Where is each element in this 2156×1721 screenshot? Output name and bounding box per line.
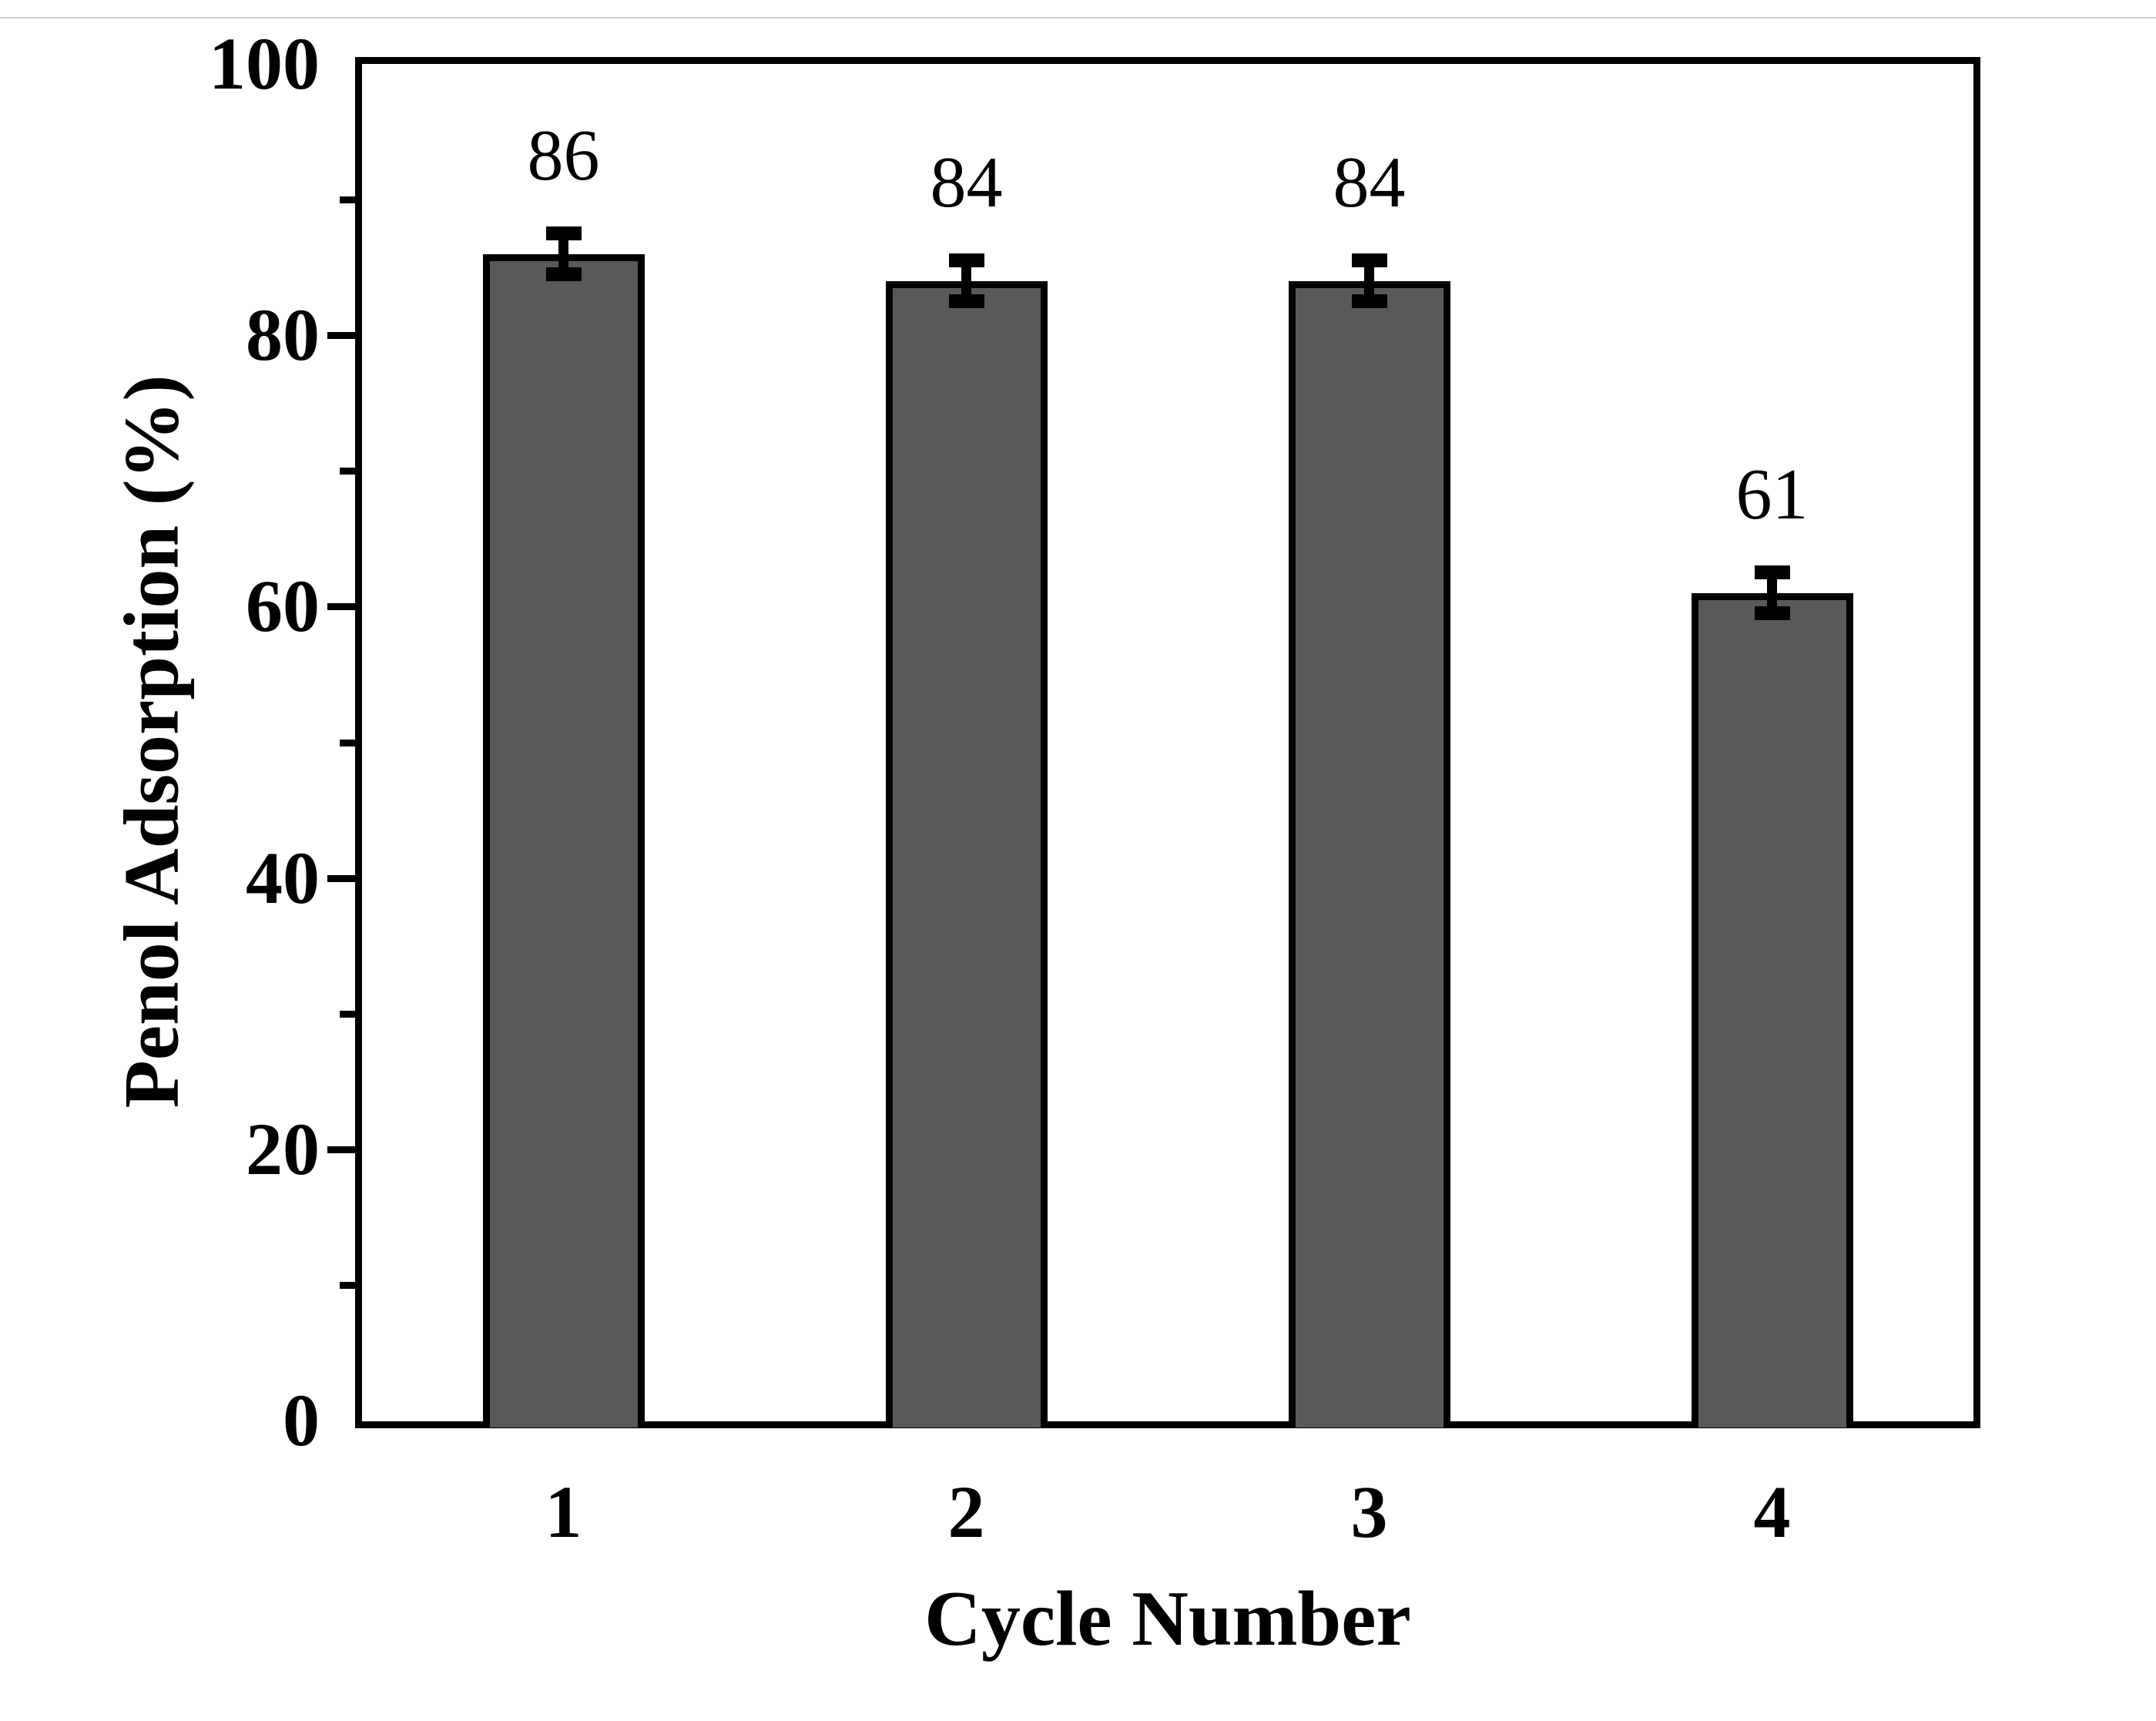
y-axis-title: Penol Adsorption (%) bbox=[108, 374, 196, 1109]
x-axis-tick-label: 4 bbox=[1753, 1471, 1791, 1553]
bar-value-label: 84 bbox=[930, 142, 1003, 223]
y-axis-minor-tick bbox=[340, 1010, 355, 1018]
y-axis-minor-tick bbox=[340, 468, 355, 475]
page-top-border bbox=[0, 17, 2156, 18]
error-bar-bottom-cap bbox=[948, 294, 984, 309]
y-axis-major-tick bbox=[327, 332, 355, 340]
y-axis-minor-tick bbox=[340, 1281, 355, 1289]
error-bar-top-cap bbox=[1351, 253, 1387, 268]
plot-area bbox=[355, 57, 1980, 1428]
y-axis-major-tick bbox=[327, 1146, 355, 1153]
error-bar-top-cap bbox=[545, 226, 582, 241]
y-axis-minor-tick bbox=[340, 196, 355, 204]
y-axis-tick-label: 60 bbox=[246, 565, 320, 648]
y-axis-major-tick bbox=[327, 603, 355, 611]
error-bar-top-cap bbox=[948, 253, 984, 268]
bar-value-label: 84 bbox=[1333, 142, 1406, 223]
bar bbox=[1691, 592, 1853, 1427]
bar bbox=[482, 253, 645, 1427]
y-axis-tick-label: 40 bbox=[246, 836, 320, 919]
y-axis-tick-label: 20 bbox=[246, 1107, 320, 1190]
error-bar bbox=[948, 253, 984, 309]
y-axis-tick-label: 80 bbox=[246, 294, 320, 377]
y-axis-major-tick bbox=[327, 874, 355, 882]
error-bar bbox=[1351, 253, 1387, 309]
y-axis-minor-tick bbox=[340, 739, 355, 746]
bar-value-label: 61 bbox=[1735, 454, 1809, 535]
error-bar-top-cap bbox=[1754, 565, 1790, 580]
bar bbox=[1288, 280, 1450, 1427]
x-axis-title: Cycle Number bbox=[924, 1575, 1411, 1662]
y-axis-tick-label: 0 bbox=[283, 1379, 320, 1461]
bar-value-label: 86 bbox=[527, 115, 600, 196]
x-axis-tick-label: 2 bbox=[947, 1471, 985, 1553]
error-bar-bottom-cap bbox=[1754, 606, 1790, 621]
error-bar bbox=[1754, 565, 1790, 621]
x-axis-tick-label: 1 bbox=[545, 1471, 582, 1553]
bar bbox=[885, 280, 1048, 1427]
x-axis-tick-label: 3 bbox=[1350, 1471, 1388, 1553]
error-bar-bottom-cap bbox=[545, 267, 582, 281]
error-bar-bottom-cap bbox=[1351, 294, 1387, 309]
y-axis-tick-label: 100 bbox=[209, 22, 320, 105]
error-bar bbox=[545, 226, 582, 281]
